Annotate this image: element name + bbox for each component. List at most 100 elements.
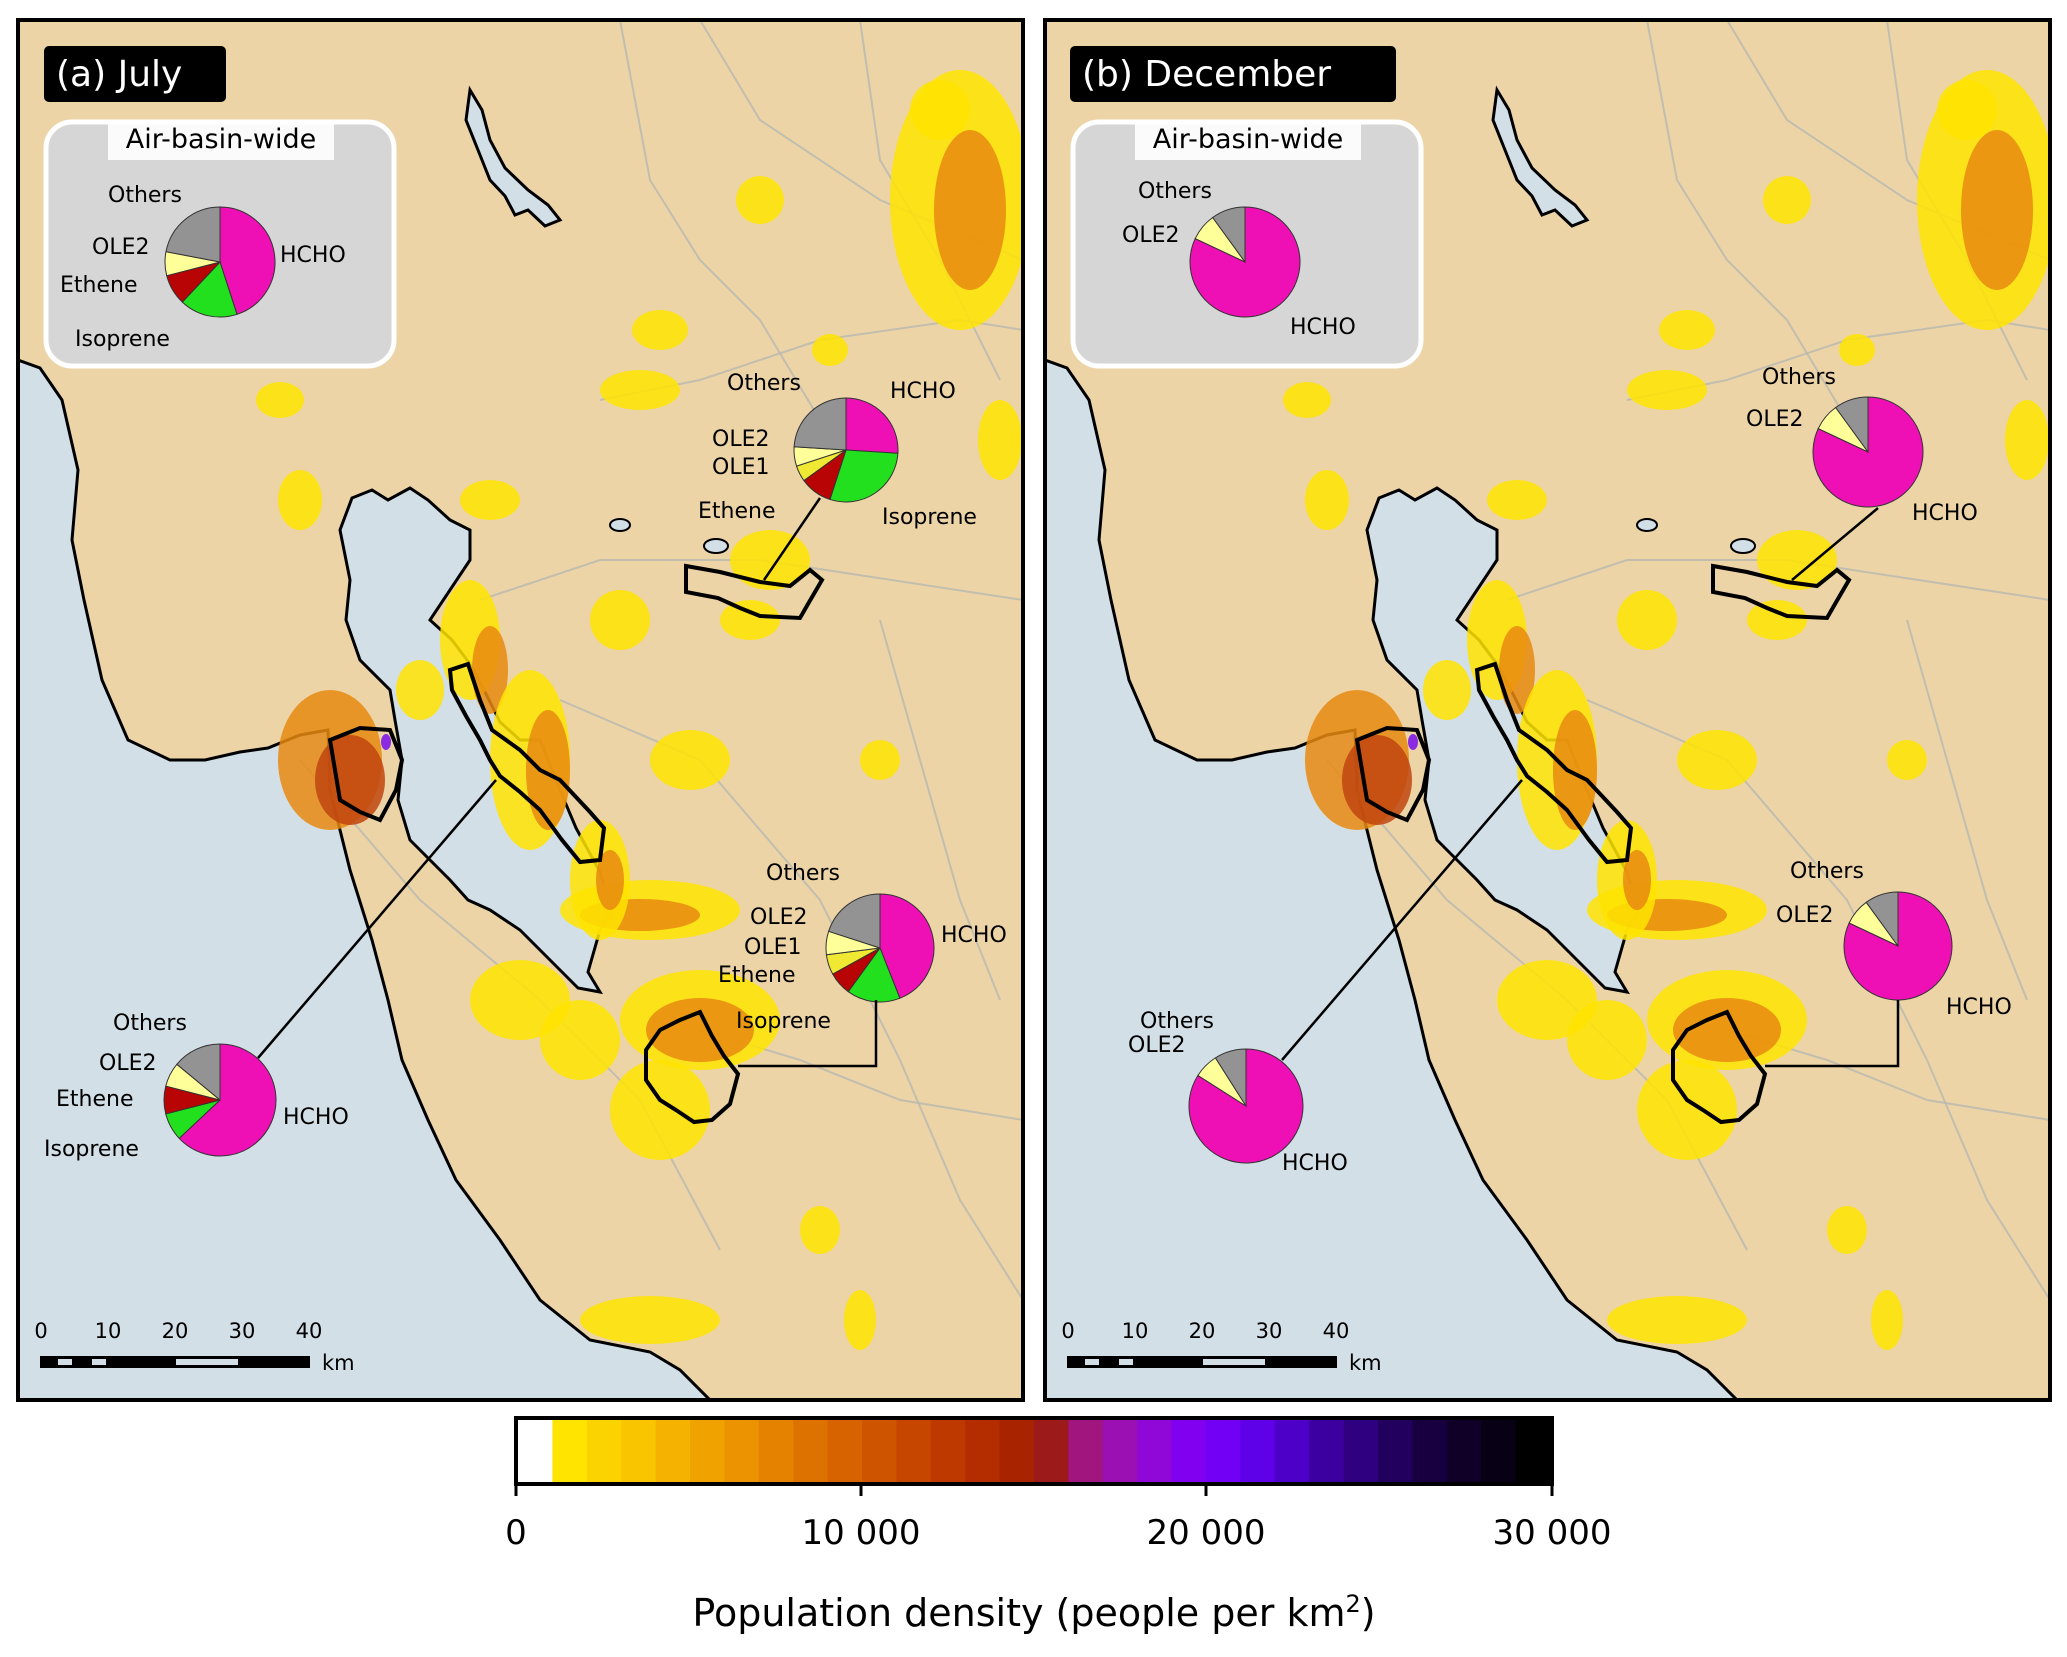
pie-label: Ethene [56, 1087, 133, 1112]
density-area [315, 735, 385, 825]
region-outline [447, 661, 607, 865]
pie-slice-isoprene [829, 449, 899, 503]
panel-july: (a) July Air-basin-wide Others HCHO OLE2… [16, 18, 1025, 1402]
colorbar-cell [1481, 1420, 1517, 1482]
pond [1636, 518, 1658, 532]
pie-label: HCHO [1912, 501, 1978, 526]
pie-slice-hcho [845, 397, 899, 454]
density-area [472, 626, 508, 714]
road [1506, 559, 2050, 601]
pie-label: HCHO [283, 1105, 349, 1130]
density-area [1871, 1290, 1903, 1350]
scale-tick: 40 [1323, 1319, 1350, 1343]
pie-slice-others [828, 893, 881, 949]
colorbar-cell [1102, 1420, 1138, 1482]
pie-slice-others [793, 397, 847, 451]
region-outline [1711, 563, 1852, 621]
colorbar-cell [1309, 1420, 1345, 1482]
colorbar-cell [518, 1420, 553, 1482]
pond [1730, 538, 1756, 554]
density-peak [1408, 734, 1418, 750]
leader-line [1791, 507, 1879, 581]
pie-label: OLE2 [1122, 223, 1179, 248]
density-area [278, 470, 322, 530]
pond [703, 538, 729, 554]
pie-label: Others [108, 183, 182, 208]
pie-label: OLE1 [712, 455, 769, 480]
region-outline [1354, 725, 1432, 823]
inset-title: Air-basin-wide [126, 124, 317, 155]
pie-label: OLE2 [750, 905, 807, 930]
colorbar-cell [1206, 1420, 1241, 1482]
colorbar-cell [758, 1420, 794, 1482]
scale-tick: 10 [95, 1319, 122, 1343]
pie-label: Isoprene [736, 1009, 831, 1034]
pie-west-december [1188, 1048, 1304, 1164]
density-area [1827, 1206, 1867, 1254]
colorbar-cell [621, 1420, 657, 1482]
region-outline [327, 725, 405, 823]
density-area [812, 334, 848, 366]
pie-slice-others [176, 1043, 221, 1102]
density-area [1937, 80, 1997, 140]
colorbar-cell [724, 1420, 760, 1482]
pie-east-july [793, 397, 899, 503]
colorbar-gradient [518, 1420, 1551, 1482]
pie-label: Others [1762, 365, 1836, 390]
panel-title: (b) December [1082, 54, 1331, 95]
density-area [1423, 660, 1471, 720]
pie-east-december [1812, 396, 1924, 508]
pie-slice-others [1211, 206, 1246, 264]
density-area [1763, 176, 1811, 224]
density-area [1487, 480, 1547, 520]
leader-line [257, 779, 497, 1059]
pie-label: Others [727, 371, 801, 396]
road [479, 559, 1023, 601]
pie-label: HCHO [941, 923, 1007, 948]
scale-tick: 30 [1256, 1319, 1283, 1343]
density-area [730, 530, 810, 590]
colorbar-cell [1515, 1420, 1551, 1482]
density-area [460, 480, 520, 520]
density-area [650, 730, 730, 790]
density-area [1627, 370, 1707, 410]
panel-december: (b) December Air-basin-wide Others OLE2 … [1043, 18, 2052, 1402]
colorbar-label-sup: 2 [1345, 1590, 1360, 1618]
scale-unit: km [322, 1351, 355, 1375]
pie-basin-december [1189, 206, 1301, 318]
road [1906, 619, 2028, 1001]
density-area [800, 1206, 840, 1254]
density-area [1623, 850, 1651, 910]
colorbar: 0 10 000 20 000 30 000 Population densit… [505, 1416, 1612, 1635]
leader-line [1281, 779, 1523, 1061]
density-area [1497, 960, 1597, 1040]
colorbar-cell [965, 1420, 1001, 1482]
density-area [396, 660, 444, 720]
panel-frame [16, 18, 1025, 1402]
pond [609, 518, 631, 532]
colorbar-cell [1171, 1420, 1207, 1482]
pie-label: OLE2 [99, 1051, 156, 1076]
pie-slice-hcho [219, 206, 276, 315]
pie-label: Isoprene [882, 505, 977, 530]
density-area [1677, 730, 1757, 790]
colorbar-tick: 30 000 [1493, 1513, 1612, 1553]
density-area [1283, 382, 1331, 418]
colorbar-cell [1068, 1420, 1104, 1482]
density-area [526, 710, 570, 830]
scale-tick: 10 [1122, 1319, 1149, 1343]
colorbar-cell [552, 1420, 588, 1482]
pie-slice-isoprene [847, 946, 901, 1003]
colorbar-frame [514, 1416, 1554, 1486]
pie-label: OLE1 [744, 935, 801, 960]
region-outline [644, 1009, 741, 1125]
region-outline [1671, 1009, 1768, 1125]
pie-label: Others [1138, 179, 1212, 204]
pie-label: HCHO [1290, 315, 1356, 340]
pie-slice-hcho [879, 893, 935, 999]
colorbar-cell [1446, 1420, 1482, 1482]
density-area [646, 998, 754, 1062]
colorbar-cell [1034, 1420, 1069, 1482]
colorbar-cell [1412, 1420, 1448, 1482]
